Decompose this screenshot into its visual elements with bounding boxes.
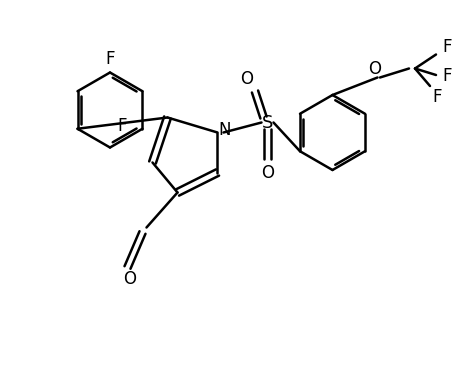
Text: F: F [442,38,452,56]
Text: F: F [105,50,115,67]
Text: F: F [433,88,442,106]
Text: S: S [262,114,273,132]
Text: F: F [117,117,126,135]
Text: F: F [442,67,452,85]
Text: N: N [219,121,231,139]
Text: O: O [368,60,382,77]
Text: O: O [124,270,136,288]
Text: O: O [261,164,274,181]
Text: O: O [240,70,253,87]
